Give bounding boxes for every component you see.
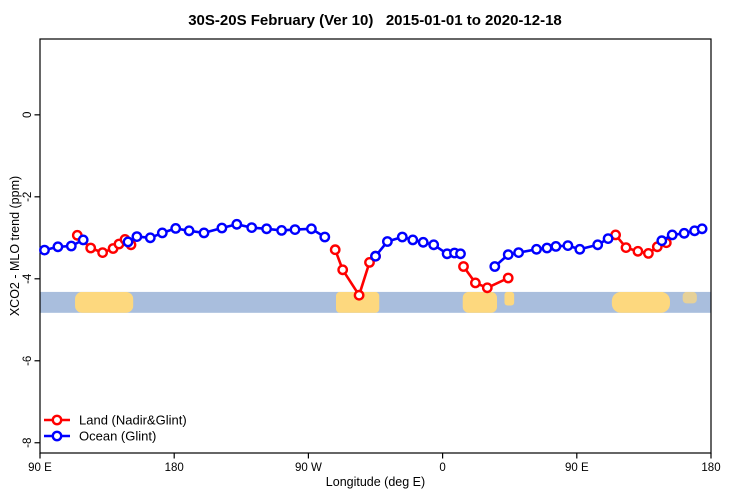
data-point [276, 224, 287, 236]
data-point [198, 227, 210, 239]
data-point [170, 222, 182, 234]
data-point [592, 239, 604, 251]
x-tick-label: 180 [701, 462, 720, 474]
map-land-patch [335, 291, 380, 313]
data-point [65, 240, 77, 252]
map-land-patch [682, 291, 697, 304]
data-point [329, 244, 341, 256]
plot-border [39, 38, 712, 454]
data-point [131, 231, 143, 243]
data-point [52, 241, 64, 253]
data-point [531, 243, 542, 255]
legend-marker-land-icon [51, 414, 63, 426]
data-point [458, 261, 469, 272]
data-point [541, 242, 553, 254]
map-land-patch [611, 291, 670, 313]
map-land-patch [462, 291, 498, 313]
x-tick-label: 0 [439, 462, 445, 474]
y-tick-label: -2 [22, 192, 34, 202]
data-point [364, 256, 375, 268]
map-land-patch [504, 291, 515, 306]
y-tick-label: -6 [22, 356, 34, 366]
legend: Land (Nadir&Glint) Ocean (Glint) [44, 413, 187, 444]
data-point [574, 243, 586, 255]
data-point [337, 264, 349, 276]
data-point [319, 231, 331, 243]
data-point [696, 223, 708, 235]
data-point [407, 234, 419, 246]
data-point [428, 239, 440, 251]
data-point [562, 240, 574, 252]
data-point [261, 223, 272, 235]
data-point [156, 227, 168, 239]
legend-marker-ocean-icon [51, 430, 63, 442]
data-point [305, 223, 317, 235]
series-line [43, 238, 85, 252]
legend-item-land: Land (Nadir&Glint) [44, 413, 187, 428]
x-tick-label: 90 E [565, 462, 589, 474]
data-point [39, 244, 50, 256]
legend-label-ocean: Ocean (Glint) [79, 429, 156, 444]
y-axis-label: XCO2 - MLO trend (ppm) [8, 175, 22, 317]
data-point [550, 240, 562, 252]
data-point [353, 289, 365, 301]
y-tick-label: -8 [22, 438, 34, 448]
chart-generated-content: 90 E 180 90 W 0 90 E 180 0 -2 -4 -6 -8 [22, 38, 721, 474]
data-point [122, 236, 134, 248]
legend-item-ocean: Ocean (Glint) [44, 429, 156, 444]
data-point [502, 272, 514, 284]
map-land-patch [75, 291, 134, 313]
series-line [462, 265, 510, 290]
data-point [678, 227, 690, 239]
x-tick-label: 90 W [295, 462, 322, 474]
data-point [77, 234, 89, 246]
x-tick-label: 180 [165, 462, 184, 474]
data-point [396, 231, 408, 243]
data-point [216, 222, 228, 234]
data-point [656, 235, 668, 247]
y-tick-label: 0 [22, 112, 34, 118]
data-point [97, 247, 109, 259]
data-point [481, 282, 493, 294]
data-point [231, 218, 243, 230]
data-point [246, 222, 258, 234]
data-point [502, 249, 514, 261]
data-point [666, 229, 678, 241]
data-point [381, 236, 393, 247]
data-point [643, 247, 654, 259]
data-point [85, 242, 97, 254]
data-point [455, 248, 466, 260]
data-point [489, 261, 501, 272]
chart-title: 30S-20S February (Ver 10) 2015-01-01 to … [188, 12, 562, 29]
data-point [144, 232, 156, 244]
legend-label-land: Land (Nadir&Glint) [79, 413, 187, 428]
data-point [417, 236, 429, 248]
data-point [620, 242, 632, 254]
data-point [469, 277, 481, 289]
data-point [632, 245, 644, 257]
data-point [513, 247, 524, 259]
y-tick-label: -4 [22, 273, 34, 284]
data-point [602, 233, 614, 245]
x-tick-label: 90 E [28, 462, 52, 474]
data-point [370, 250, 381, 262]
data-point [183, 225, 195, 237]
x-axis-label: Longitude (deg E) [325, 475, 426, 489]
data-point [289, 224, 301, 236]
